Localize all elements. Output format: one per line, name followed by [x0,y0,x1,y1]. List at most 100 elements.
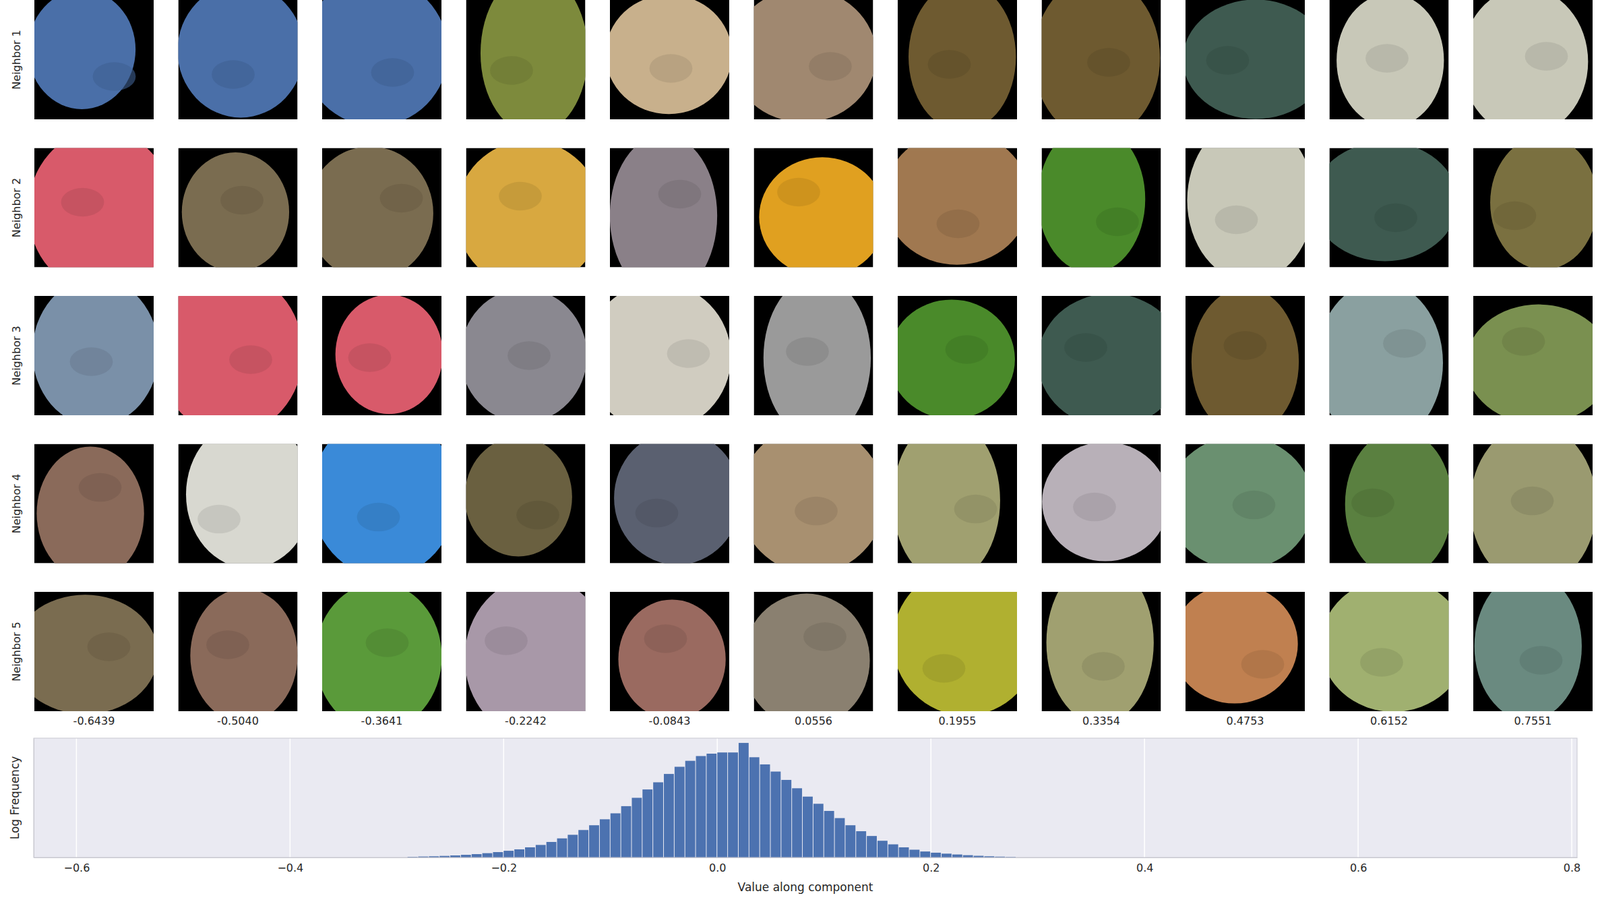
histogram-bar [685,760,696,858]
patch-region [36,446,144,563]
patch-region [34,148,154,268]
patch-texture [365,628,410,657]
image-patch [322,148,442,268]
histogram-bar [770,771,781,858]
image-patch [1185,591,1305,712]
image-patch [1473,591,1593,712]
patch-texture [936,209,980,238]
patch-texture [61,188,105,217]
patch-region [322,148,434,268]
histogram-bar [589,824,600,858]
patch-texture [945,334,989,364]
patch-region [190,591,298,712]
patch-texture [808,51,852,81]
row-label: Neighbor 2 [10,177,23,238]
image-patch [754,148,874,268]
patch-texture [1360,647,1404,676]
row-label: Neighbor 5 [10,621,23,681]
patch-region [1336,0,1444,120]
column-label: 0.7551 [1514,714,1553,728]
patch-texture [197,504,241,534]
column-label: 0.1955 [938,714,977,728]
patch-texture [1382,328,1427,358]
patch-texture [1525,41,1569,71]
image-patch [754,444,874,564]
patch-region [908,0,1016,120]
histogram-bar [567,834,578,858]
histogram-bar [738,742,749,858]
patch-texture [1223,330,1268,360]
patch-texture [516,500,560,530]
tick: −0.2 [490,857,517,875]
patch-texture [206,630,250,659]
patch-region [897,444,1001,564]
histogram-bar [535,844,546,858]
patch-region [1345,444,1450,564]
patch-texture [489,55,534,85]
patch-region [1329,148,1450,262]
histogram-bar [824,810,835,858]
image-patch [322,295,442,416]
tick: 0.8 [1563,857,1581,875]
patch-texture [1215,205,1259,234]
patch-region [1041,0,1161,120]
histogram-bar [631,797,642,858]
patch-texture [1241,649,1285,679]
image-patch [897,295,1018,416]
histogram-bar [460,854,472,858]
image-patch [1185,148,1305,268]
image-patch [1473,444,1593,564]
patch-region [1185,0,1305,119]
patch-texture [794,496,838,526]
patch-texture [1493,201,1537,230]
tick-label: −0.2 [490,861,517,875]
image-patch [1041,148,1162,268]
image-patch [754,591,874,712]
column-label: 0.4753 [1226,714,1265,728]
patch-texture [658,179,702,209]
patch-region [754,0,874,120]
patch-texture [78,473,122,502]
image-patch [1185,295,1305,416]
histogram-bar [866,835,877,858]
patch-region [609,295,730,416]
histogram-bar [909,849,920,858]
histogram-bar [845,824,856,858]
image-patch [178,444,298,564]
image-patch [1185,0,1305,120]
histogram-bar [696,756,707,858]
patch-region [1474,591,1582,712]
patch-region [466,591,586,712]
patch-grid: Neighbor 1Neighbor 2Neighbor 3Neighbor 4… [10,0,1600,739]
histogram: −0.6−0.4−0.20.00.20.40.60.8Value along c… [8,737,1581,894]
patch-texture [507,341,551,370]
patch-texture [785,336,829,366]
image-patch [178,0,298,120]
patch-region [1473,444,1593,564]
tick-label: 0.2 [922,861,940,875]
axis-line [34,857,1578,858]
tick: 0.2 [922,857,940,875]
patch-texture [777,177,821,207]
image-patch [466,444,586,564]
patch-region [897,299,1015,416]
image-patch [897,591,1018,712]
patch-region [1185,591,1299,704]
histogram-bar [727,752,738,858]
grid-line [76,737,78,858]
tick: −0.4 [277,857,304,875]
patch-texture [348,343,392,372]
patch-texture [93,62,137,91]
patch-region [1041,295,1162,416]
patch-region [1490,148,1593,268]
patch-texture [371,57,415,87]
patch-texture [635,498,679,528]
patch-region [758,157,873,267]
image-patch [1041,591,1162,712]
patch-texture [1502,326,1546,356]
image-patch [34,444,154,564]
image-patch [1041,0,1162,120]
grid [76,737,1572,858]
image-patch [609,0,730,120]
image-patch [897,444,1018,564]
